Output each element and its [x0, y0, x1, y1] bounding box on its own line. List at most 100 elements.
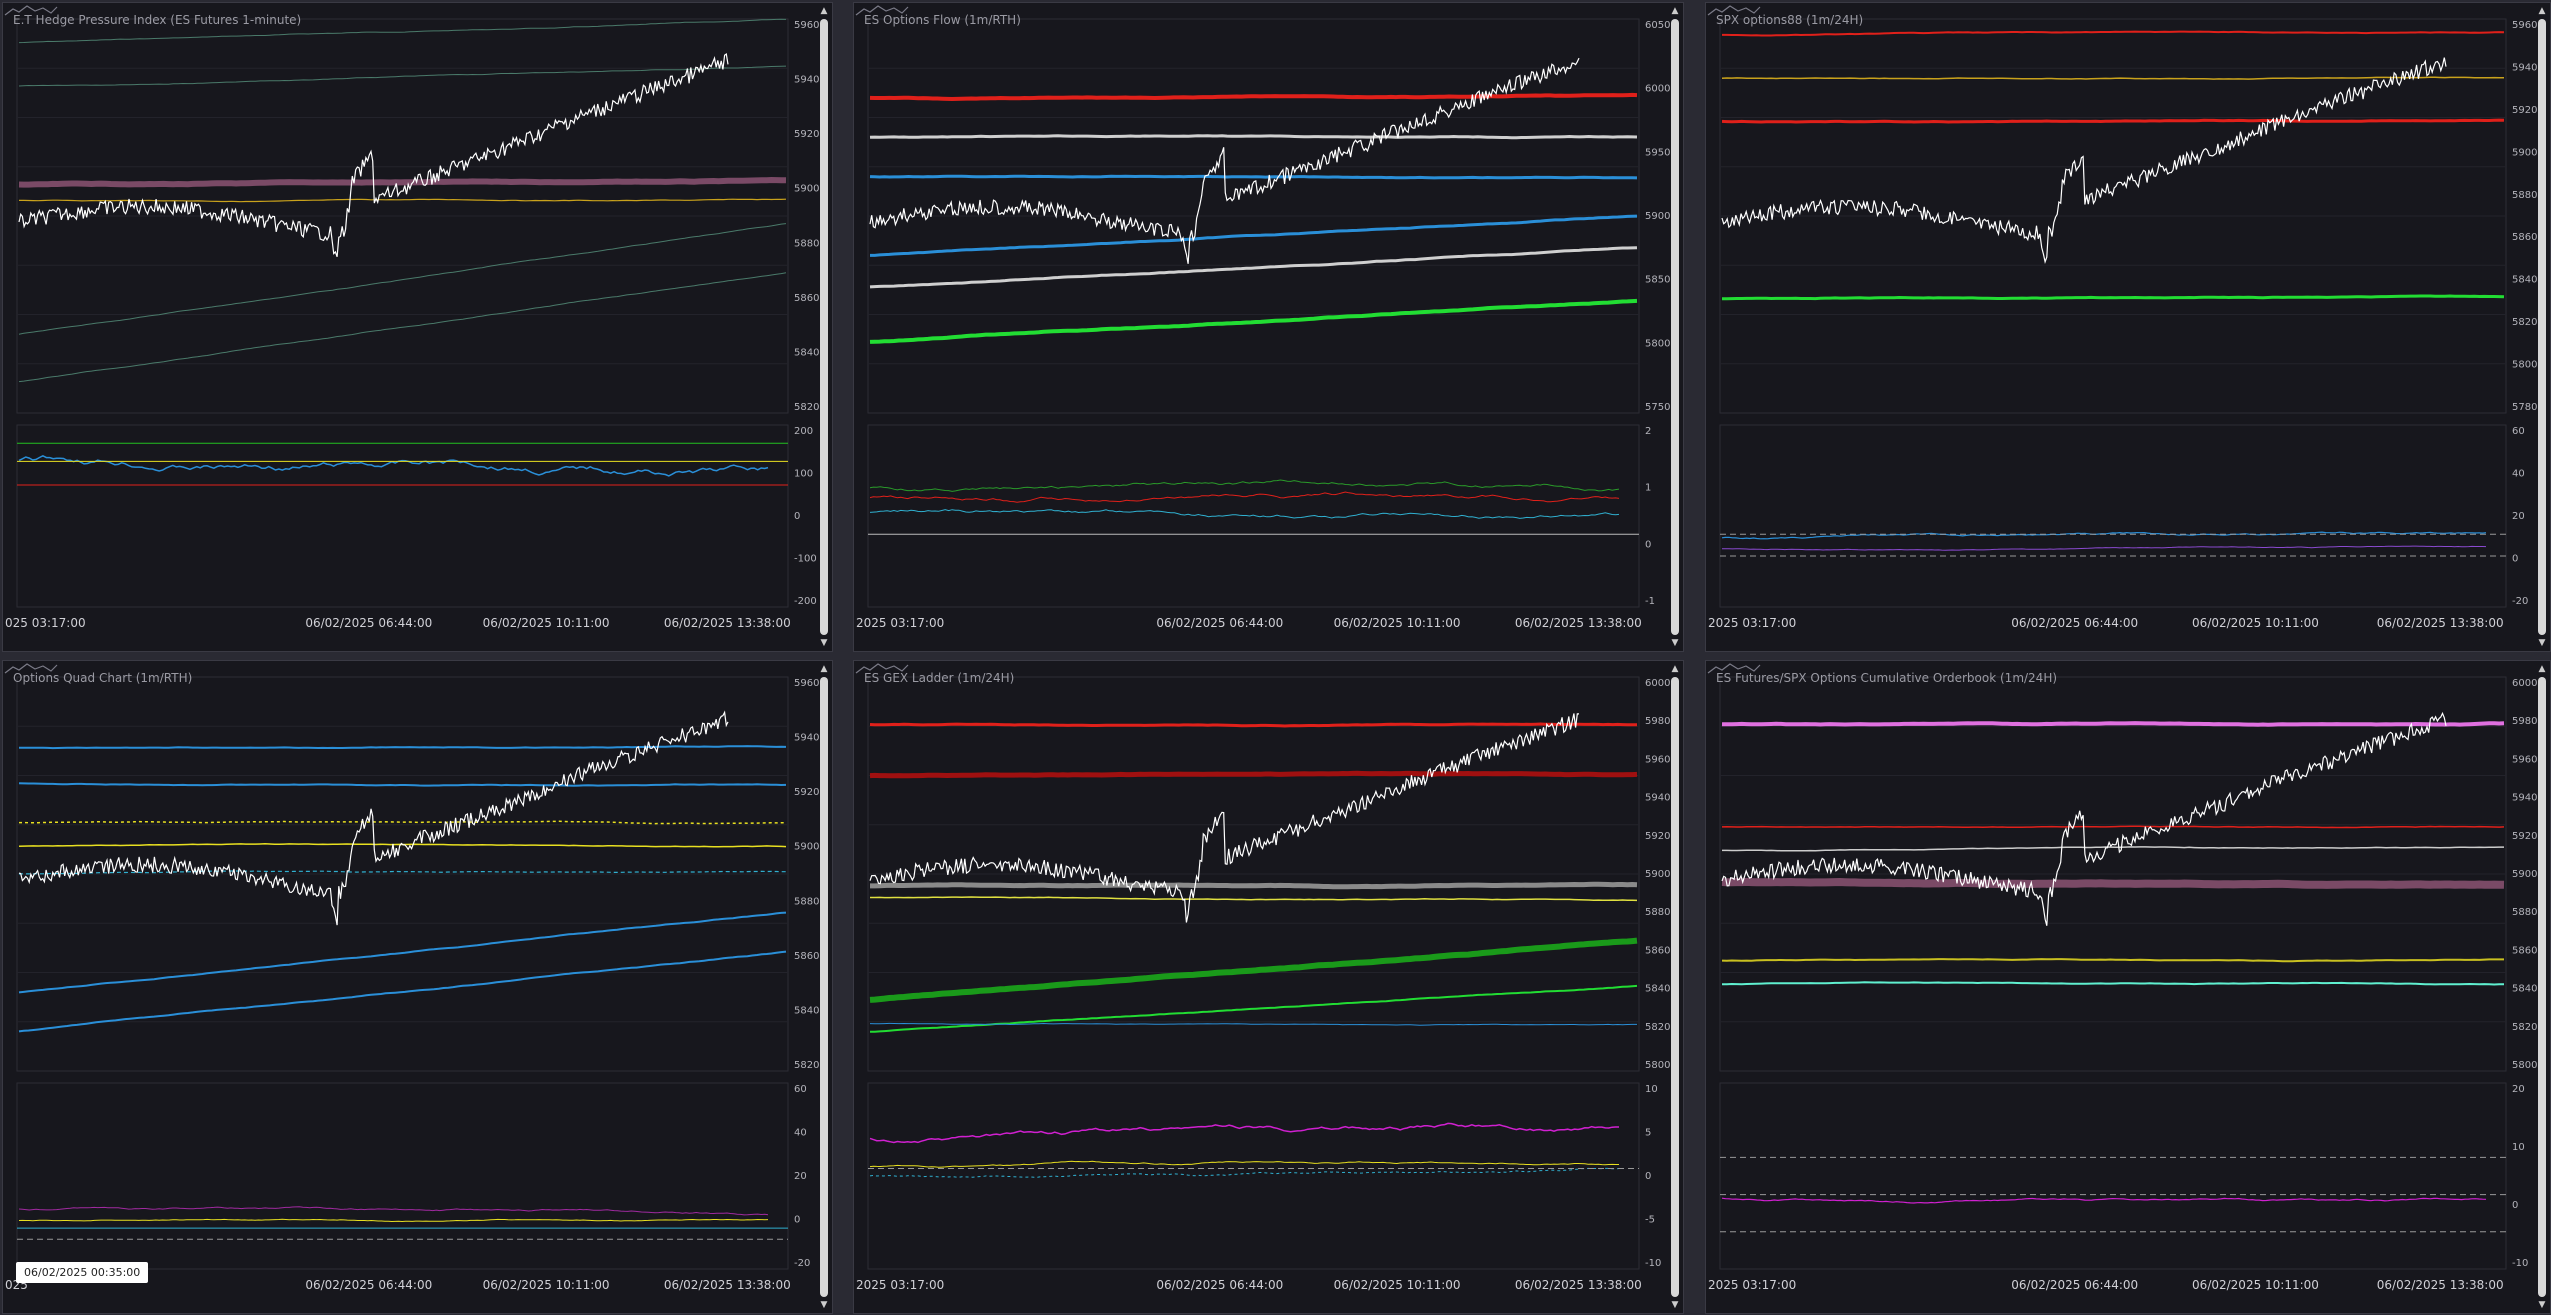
- level-line: [1721, 981, 2504, 986]
- chart-canvas[interactable]: 6000 5980 5960 5940 5920 5900 5880 5860 5840 5820…: [1706, 661, 2550, 1313]
- level-line: [869, 1022, 1637, 1026]
- y-axis-label: 5840: [794, 1005, 819, 1016]
- level-line: [19, 820, 787, 825]
- vertical-scrollbar[interactable]: ▲ ▼: [1669, 663, 1681, 1311]
- mini-chart-icon[interactable]: [1706, 661, 1762, 675]
- chart-panel-gex-ladder[interactable]: 6000 5980 5960 5940 5920 5900 5880 5860 5840 5820…: [853, 660, 1684, 1314]
- scroll-thumb[interactable]: [2538, 19, 2546, 635]
- triangle-down-icon[interactable]: ▼: [2538, 638, 2546, 648]
- x-axis-label: 06/02/2025 10:11:00: [2192, 616, 2319, 630]
- mini-chart-icon[interactable]: [854, 661, 910, 675]
- vertical-scrollbar[interactable]: ▲ ▼: [2536, 663, 2548, 1311]
- x-axis-label: 06/02/2025 10:11:00: [1334, 616, 1461, 630]
- level-line: [870, 214, 1638, 257]
- triangle-up-icon[interactable]: ▲: [820, 6, 828, 16]
- chart-canvas[interactable]: 6050 6000 5950 5900 5850 5800 5750 2 1 0 -1 2025 03…: [854, 3, 1683, 651]
- triangle-up-icon[interactable]: ▲: [2538, 6, 2546, 16]
- chart-panel-options-flow[interactable]: 6050 6000 5950 5900 5850 5800 5750 2 1 0 -1 2025 03…: [853, 2, 1684, 652]
- indicator-line: [1721, 545, 2487, 551]
- x-axis-label: 06/02/2025 13:38:00: [664, 616, 791, 630]
- triangle-up-icon[interactable]: ▲: [1671, 664, 1679, 674]
- chart-canvas[interactable]: 6000 5980 5960 5940 5920 5900 5880 5860 5840 5820…: [854, 661, 1683, 1313]
- y-axis-label: 5940: [794, 75, 819, 86]
- y-axis-label: 0: [2512, 1200, 2518, 1211]
- y-axis-label: 5960: [2512, 754, 2537, 765]
- triangle-up-icon[interactable]: ▲: [2538, 664, 2546, 674]
- mini-chart-icon[interactable]: [1706, 3, 1762, 17]
- chart-canvas[interactable]: 5960 5940 5920 5900 5880 5860 5840 5820 5800 5780…: [1706, 3, 2550, 651]
- level-line: [18, 950, 787, 1033]
- chart-canvas[interactable]: 5960 5940 5920 5900 5880 5860 5840 5820 60 40 20 0 -…: [3, 661, 832, 1313]
- triangle-up-icon[interactable]: ▲: [1671, 6, 1679, 16]
- y-axis-label: 5800: [2512, 1060, 2537, 1071]
- triangle-down-icon[interactable]: ▼: [1671, 1300, 1679, 1310]
- triangle-up-icon[interactable]: ▲: [820, 664, 828, 674]
- y-axis-label: -200: [794, 596, 817, 607]
- level-line: [869, 134, 1638, 140]
- y-axis-label: 5900: [1645, 869, 1670, 880]
- y-axis-label: 5940: [1645, 793, 1670, 804]
- y-axis-label: 0: [794, 511, 800, 522]
- chart-panel-hedge-pressure[interactable]: 5960 5940 5920 5900 5880 5860 5840 5820 200 100 0 -…: [2, 2, 833, 652]
- chart-canvas[interactable]: 5960 5940 5920 5900 5880 5860 5840 5820 200 100 0 -…: [3, 3, 832, 651]
- panel-title: Options Quad Chart (1m/RTH): [13, 671, 193, 685]
- y-axis-label: 20: [2512, 1084, 2525, 1095]
- y-axis-label: -5: [1645, 1215, 1655, 1226]
- y-axis-label: 40: [794, 1128, 807, 1139]
- chart-panel-quad-chart[interactable]: 5960 5940 5920 5900 5880 5860 5840 5820 60 40 20 0 -…: [2, 660, 833, 1314]
- indicator-line: [18, 1206, 769, 1216]
- price-line: [1721, 57, 2447, 264]
- x-axis-label: 06/02/2025 06:44:00: [1156, 1278, 1283, 1292]
- indicator-line: [18, 454, 769, 477]
- price-line: [18, 52, 729, 257]
- y-axis-label: -20: [794, 1258, 810, 1269]
- x-axis-label: 025 03:17:00: [5, 616, 86, 630]
- triangle-down-icon[interactable]: ▼: [1671, 638, 1679, 648]
- indicator-line: [869, 509, 1620, 519]
- y-axis-label: 5880: [794, 896, 819, 907]
- y-axis-label: 100: [794, 469, 813, 480]
- scroll-thumb[interactable]: [1671, 677, 1679, 1297]
- y-axis-label: 40: [2512, 469, 2525, 480]
- y-axis-label: 5820: [2512, 317, 2537, 328]
- y-axis-label: 5880: [794, 238, 819, 249]
- vertical-scrollbar[interactable]: ▲ ▼: [2536, 5, 2548, 649]
- level-line: [869, 174, 1638, 180]
- y-axis-label: 5900: [794, 842, 819, 853]
- y-axis-label: -20: [2512, 596, 2528, 607]
- y-axis-label: 5980: [1645, 716, 1670, 727]
- scroll-thumb[interactable]: [1671, 19, 1679, 635]
- vertical-scrollbar[interactable]: ▲ ▼: [818, 5, 830, 649]
- mini-chart-icon[interactable]: [3, 3, 59, 17]
- mini-chart-icon[interactable]: [854, 3, 910, 17]
- y-axis-label: 0: [2512, 554, 2518, 565]
- y-axis-label: 5820: [2512, 1022, 2537, 1033]
- y-axis-label: 5920: [794, 787, 819, 798]
- vertical-scrollbar[interactable]: ▲ ▼: [818, 663, 830, 1311]
- triangle-down-icon[interactable]: ▼: [2538, 1300, 2546, 1310]
- y-axis-label: 5820: [794, 402, 819, 413]
- y-axis-label: 5960: [1645, 754, 1670, 765]
- y-axis-label: 5880: [2512, 190, 2537, 201]
- level-line: [869, 722, 1637, 728]
- scroll-thumb[interactable]: [820, 677, 828, 1297]
- level-line: [869, 770, 1638, 779]
- y-axis-label: 5940: [794, 733, 819, 744]
- indicator-line: [869, 1160, 1619, 1168]
- chart-panel-spx-options[interactable]: 5960 5940 5920 5900 5880 5860 5840 5820 5800 5780…: [1705, 2, 2551, 652]
- indicator-line: [869, 1167, 1620, 1178]
- mini-chart-icon[interactable]: [3, 661, 59, 675]
- x-axis-label: 2025 03:17:00: [856, 1278, 944, 1292]
- price-line: [1721, 711, 2447, 926]
- chart-panel-cumulative-orderbook[interactable]: 6000 5980 5960 5940 5920 5900 5880 5860 5840 5820…: [1705, 660, 2551, 1314]
- level-line: [1721, 118, 2505, 124]
- y-axis-label: 5860: [794, 293, 819, 304]
- y-axis-label: 60: [2512, 426, 2525, 437]
- vertical-scrollbar[interactable]: ▲ ▼: [1669, 5, 1681, 649]
- scroll-thumb[interactable]: [820, 19, 828, 635]
- y-axis-label: 2: [1645, 426, 1651, 437]
- scroll-thumb[interactable]: [2538, 677, 2546, 1297]
- level-line: [18, 18, 787, 44]
- triangle-down-icon[interactable]: ▼: [820, 638, 828, 648]
- triangle-down-icon[interactable]: ▼: [820, 1300, 828, 1310]
